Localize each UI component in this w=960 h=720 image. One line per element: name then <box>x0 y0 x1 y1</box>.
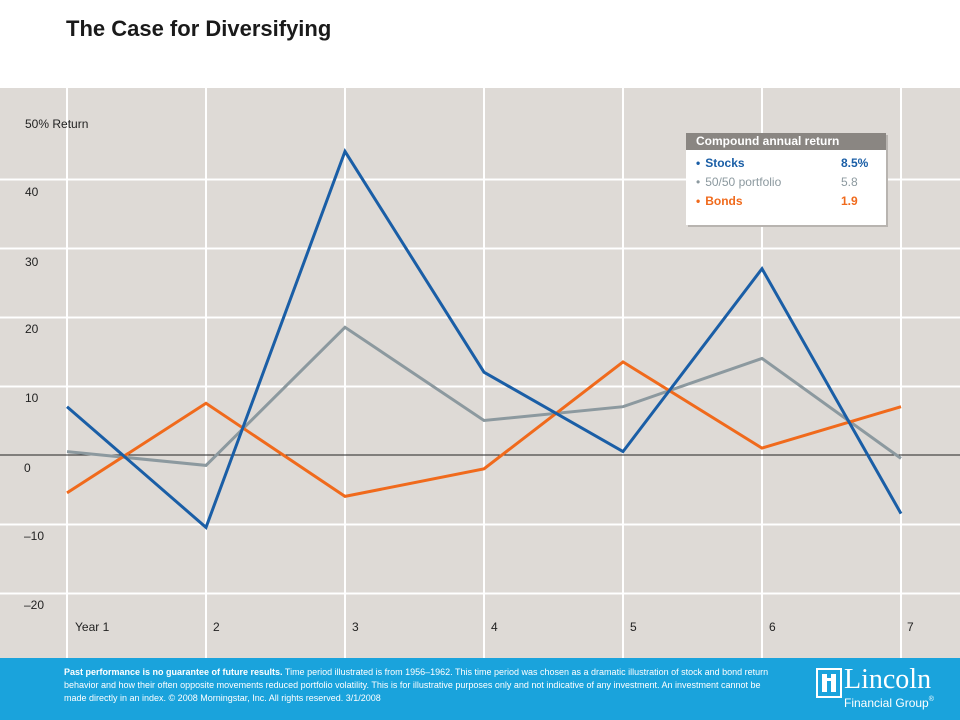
bullet-icon: • <box>696 156 701 170</box>
disclaimer: Past performance is no guarantee of futu… <box>64 666 784 705</box>
bullet-icon: • <box>696 175 701 189</box>
lincoln-emblem-icon <box>816 668 842 698</box>
x-tick-label: Year 1 <box>75 620 110 634</box>
disclaimer-text: Time period illustrated is from 1956–196… <box>64 667 769 703</box>
logo-subtitle: Financial Group® <box>844 696 934 710</box>
legend: Compound annual return • Stocks 8.5% • 50/50… <box>686 133 886 225</box>
legend-header: Compound annual return <box>686 133 886 150</box>
legend-item-text: Bonds <box>705 194 743 208</box>
legend-item: • 50/50 portfolio 5.8 <box>686 173 886 192</box>
x-tick-label: 6 <box>769 620 776 634</box>
y-tick-label: –10 <box>24 529 44 543</box>
y-tick-label: –20 <box>24 598 44 612</box>
legend-item-value: 8.5% <box>841 156 869 170</box>
page-title: The Case for Diversifying <box>66 16 332 41</box>
footer: Past performance is no guarantee of futu… <box>0 658 960 720</box>
legend-item-text: Stocks <box>705 156 745 170</box>
y-tick-label: 30 <box>25 255 39 269</box>
y-tick-label: 10 <box>25 391 39 405</box>
y-tick-label: 0 <box>24 461 31 475</box>
x-tick-label: 2 <box>213 620 220 634</box>
legend-item: • Stocks 8.5% <box>686 154 886 173</box>
y-tick-label: 40 <box>25 185 39 199</box>
y-tick-label: 20 <box>25 322 39 336</box>
legend-item-value: 5.8 <box>841 175 858 189</box>
series-line-50-50-portfolio <box>66 325 902 467</box>
logo-subtitle-text: Financial Group <box>844 696 929 710</box>
series-line-bonds <box>66 360 902 498</box>
legend-item-text: 50/50 portfolio <box>705 175 782 189</box>
legend-item-label: • Stocks <box>696 154 745 173</box>
x-tick-label: 7 <box>907 620 914 634</box>
legend-item-value: 1.9 <box>841 194 858 208</box>
legend-item-label: • Bonds <box>696 192 743 211</box>
line-chart: 50% Return 40 30 20 10 0 –10 –20 Year 1 2 3 4 5 6 7 <box>0 88 960 658</box>
legend-rows: • Stocks 8.5% • 50/50 portfolio 5.8 • Bonds 1.9 <box>686 150 886 211</box>
x-tick-label: 4 <box>491 620 498 634</box>
series-line-stocks <box>66 148 903 530</box>
legend-item-label: • 50/50 portfolio <box>696 173 781 192</box>
x-tick-label: 3 <box>352 620 359 634</box>
x-tick-label: 5 <box>630 620 637 634</box>
logo-registered-mark: ® <box>928 696 934 703</box>
legend-item: • Bonds 1.9 <box>686 192 886 211</box>
y-tick-label: 50% Return <box>25 117 88 131</box>
logo-name: Lincoln <box>844 664 932 695</box>
disclaimer-bold: Past performance is no guarantee of futu… <box>64 667 283 677</box>
bullet-icon: • <box>696 194 701 208</box>
lincoln-logo: Lincoln Financial Group® <box>816 664 956 714</box>
